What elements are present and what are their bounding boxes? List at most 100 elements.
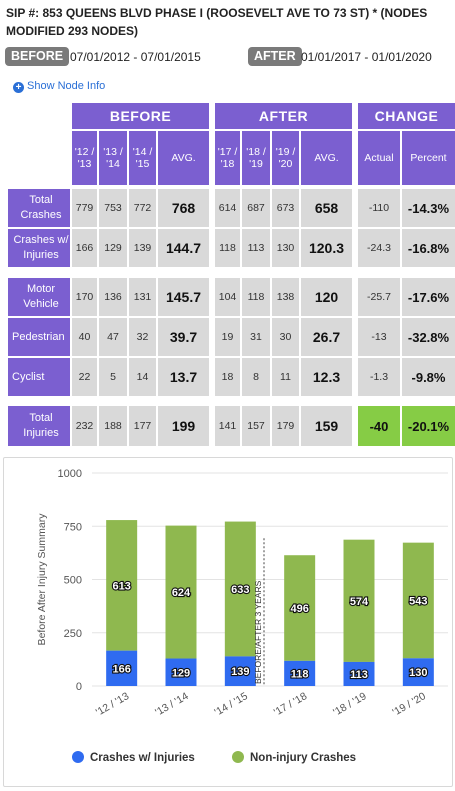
y-tick-label: 0: [76, 681, 82, 693]
before-col-header: '14 / '15: [129, 131, 156, 185]
row-label: Crashes w/ Injuries: [8, 229, 70, 267]
before-col-header: '13 / '14: [99, 131, 127, 185]
bar-injury: [284, 660, 316, 686]
before-value: 47: [99, 318, 127, 356]
bar-injury: [106, 650, 138, 686]
bar-injury: [165, 658, 197, 686]
before-avg-value: 768: [158, 189, 209, 227]
legend-marker-non-injury: [232, 751, 244, 763]
after-avg-value: 159: [301, 406, 352, 446]
after-value: 687: [242, 189, 270, 227]
x-tick-label: '13 / '14: [153, 690, 190, 719]
before-tag: BEFORE: [5, 47, 70, 66]
after-value: 19: [215, 318, 240, 356]
row-label: Motor Vehicle: [8, 278, 70, 316]
before-group-header: BEFORE: [72, 103, 209, 129]
before-value: 136: [99, 278, 127, 316]
before-value: 14: [129, 358, 156, 396]
data-label-non-injury: 624: [172, 587, 191, 599]
after-range: 01/01/2017 - 01/01/2020: [301, 50, 432, 64]
after-value: 673: [272, 189, 299, 227]
y-tick-label: 500: [64, 575, 82, 587]
row-label: Cyclist: [8, 358, 70, 396]
x-tick-label: '19 / '20: [391, 690, 428, 719]
before-avg-header: AVG.: [158, 131, 209, 185]
bar-non-injury: [284, 555, 316, 661]
actual-change-value: -1.3: [358, 358, 400, 396]
before-range: 07/01/2012 - 07/01/2015: [70, 50, 201, 64]
before-value: 772: [129, 189, 156, 227]
before-value: 40: [72, 318, 97, 356]
before-avg-value: 13.7: [158, 358, 209, 396]
show-node-info-label: Show Node Info: [27, 80, 106, 92]
after-value: 118: [242, 278, 270, 316]
legend-label-injury: Crashes w/ Injuries: [90, 752, 195, 764]
after-value: 30: [272, 318, 299, 356]
after-value: 157: [242, 406, 270, 446]
y-axis-label: Before After Injury Summary: [36, 513, 48, 646]
row-label: Total Injuries: [8, 406, 70, 446]
bar-injury: [343, 661, 375, 686]
divider-label: BEFORE/AFTER 3 YEARS: [253, 580, 263, 684]
after-value: 31: [242, 318, 270, 356]
before-value: 188: [99, 406, 127, 446]
after-tag: AFTER: [248, 47, 302, 66]
data-label-injury: 129: [172, 667, 190, 679]
row-label: Total Crashes: [8, 189, 70, 227]
after-value: 18: [215, 358, 240, 396]
after-value: 8: [242, 358, 270, 396]
before-value: 131: [129, 278, 156, 316]
before-avg-value: 199: [158, 406, 209, 446]
bar-injury: [402, 658, 434, 686]
before-value: 139: [129, 229, 156, 267]
after-group-header: AFTER: [215, 103, 352, 129]
after-value: 113: [242, 229, 270, 267]
before-avg-value: 144.7: [158, 229, 209, 267]
sip-label: SIP #:: [6, 6, 40, 20]
after-avg-value: 120: [301, 278, 352, 316]
data-label-injury: 130: [409, 667, 427, 679]
after-value: 179: [272, 406, 299, 446]
actual-header: Actual: [358, 131, 400, 185]
y-tick-label: 250: [64, 628, 82, 640]
data-label-non-injury: 613: [112, 580, 130, 592]
after-avg-value: 26.7: [301, 318, 352, 356]
percent-change-value: -16.8%: [402, 229, 455, 267]
percent-change-value: -14.3%: [402, 189, 455, 227]
actual-change-value: -13: [358, 318, 400, 356]
bar-non-injury: [402, 542, 434, 659]
after-avg-header: AVG.: [301, 131, 352, 185]
after-value: 138: [272, 278, 299, 316]
percent-change-value: -20.1%: [402, 406, 455, 446]
y-tick-label: 1000: [58, 468, 82, 480]
after-value: 141: [215, 406, 240, 446]
percent-header: Percent: [402, 131, 455, 185]
bar-non-injury: [343, 539, 375, 662]
percent-change-value: -9.8%: [402, 358, 455, 396]
page-title: SIP #: 853 QUEENS BLVD PHASE I (ROOSEVEL…: [6, 4, 452, 40]
legend-marker-injury: [72, 751, 84, 763]
after-avg-value: 658: [301, 189, 352, 227]
after-col-header: '19 / '20: [272, 131, 299, 185]
before-value: 232: [72, 406, 97, 446]
percent-change-value: -32.8%: [402, 318, 455, 356]
x-tick-label: '18 / '19: [331, 690, 368, 719]
actual-change-value: -40: [358, 406, 400, 446]
actual-change-value: -110: [358, 189, 400, 227]
data-label-non-injury: 574: [350, 596, 369, 608]
before-value: 753: [99, 189, 127, 227]
before-value: 779: [72, 189, 97, 227]
before-value: 166: [72, 229, 97, 267]
after-value: 130: [272, 229, 299, 267]
data-label-injury: 139: [231, 666, 249, 678]
after-avg-value: 120.3: [301, 229, 352, 267]
data-label-injury: 113: [350, 669, 368, 681]
bar-injury: [224, 656, 256, 686]
x-tick-label: '12 / '13: [94, 690, 131, 719]
plus-circle-icon: +: [13, 82, 24, 93]
percent-change-value: -17.6%: [402, 278, 455, 316]
show-node-info-link[interactable]: + Show Node Info: [13, 78, 105, 94]
data-label-non-injury: 543: [409, 595, 427, 607]
chart-svg: 0 250 500 750 1000 Before After Injury Summar…: [36, 468, 448, 764]
before-avg-value: 145.7: [158, 278, 209, 316]
